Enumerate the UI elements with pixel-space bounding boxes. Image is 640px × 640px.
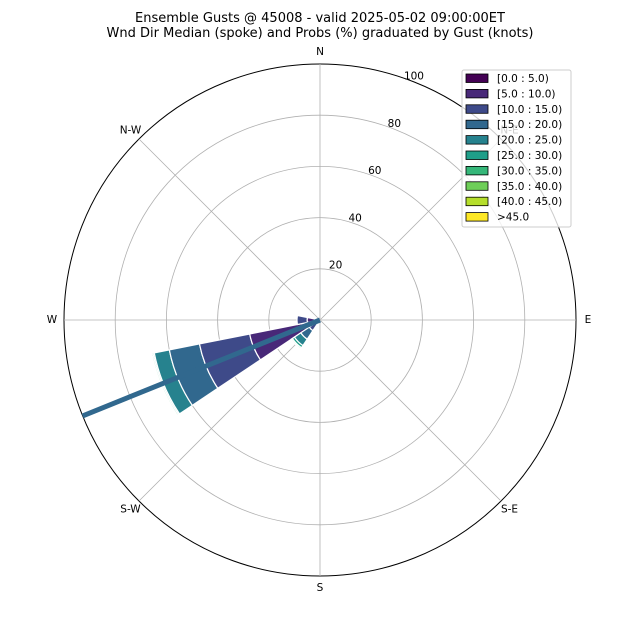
legend-label-0: [0.0 : 5.0) bbox=[497, 73, 549, 85]
legend-label-2: [10.0 : 15.0) bbox=[497, 104, 562, 116]
legend-swatch-9 bbox=[465, 212, 489, 222]
legend-swatch-0 bbox=[465, 73, 489, 83]
direction-label-n-w: N-W bbox=[120, 124, 142, 136]
legend-box bbox=[461, 69, 572, 228]
radial-tick-label-80: 80 bbox=[388, 118, 401, 130]
legend-swatch-5 bbox=[465, 150, 489, 160]
legend-label-8: [40.0 : 45.0) bbox=[497, 196, 562, 208]
direction-label-s: S bbox=[317, 582, 324, 594]
grid-spoke-s-w bbox=[138, 319, 321, 502]
legend-label-1: [5.0 : 10.0) bbox=[497, 88, 555, 100]
grid-spoke-n-w bbox=[138, 138, 321, 321]
chart-title-block: Ensemble Gusts @ 45008 - valid 2025-05-0… bbox=[0, 11, 640, 41]
legend-label-7: [35.0 : 40.0) bbox=[497, 181, 562, 193]
direction-label-e: E bbox=[585, 314, 592, 326]
radial-tick-label-20: 20 bbox=[329, 260, 342, 272]
legend-swatch-1 bbox=[465, 89, 489, 99]
direction-label-n: N bbox=[316, 46, 324, 58]
legend-swatch-6 bbox=[465, 165, 489, 176]
chart-title: Ensemble Gusts @ 45008 - valid 2025-05-0… bbox=[135, 11, 505, 26]
direction-label-w: W bbox=[47, 314, 58, 326]
legend-swatch-8 bbox=[465, 196, 489, 207]
polar-grid bbox=[63, 63, 577, 577]
grid-spoke-s-e bbox=[319, 319, 502, 502]
direction-label-s-w: S-W bbox=[120, 504, 141, 516]
legend-swatch-2 bbox=[465, 104, 489, 114]
median-spoke bbox=[81, 317, 321, 419]
legend-label-5: [25.0 : 30.0) bbox=[497, 150, 562, 162]
legend-label-3: [15.0 : 20.0) bbox=[497, 119, 562, 131]
legend-label-6: [30.0 : 35.0) bbox=[497, 165, 562, 177]
chart-subtitle: Wnd Dir Median (spoke) and Probs (%) gra… bbox=[106, 26, 534, 41]
legend-swatch-7 bbox=[465, 181, 489, 191]
legend-label-9: >45.0 bbox=[497, 212, 529, 224]
radial-tick-label-100: 100 bbox=[404, 70, 424, 82]
legend-swatch-3 bbox=[465, 119, 489, 130]
radial-tick-label-40: 40 bbox=[348, 212, 361, 224]
direction-label-s-e: S-E bbox=[501, 504, 518, 516]
legend: [0.0 : 5.0) [5.0 : 10.0) [10.0 : 15.0) [15.… bbox=[461, 69, 572, 228]
legend-swatch-4 bbox=[465, 135, 489, 145]
radial-tick-label-60: 60 bbox=[368, 165, 381, 177]
median-spoke-layer bbox=[81, 317, 321, 419]
legend-label-4: [20.0 : 25.0) bbox=[497, 135, 562, 147]
